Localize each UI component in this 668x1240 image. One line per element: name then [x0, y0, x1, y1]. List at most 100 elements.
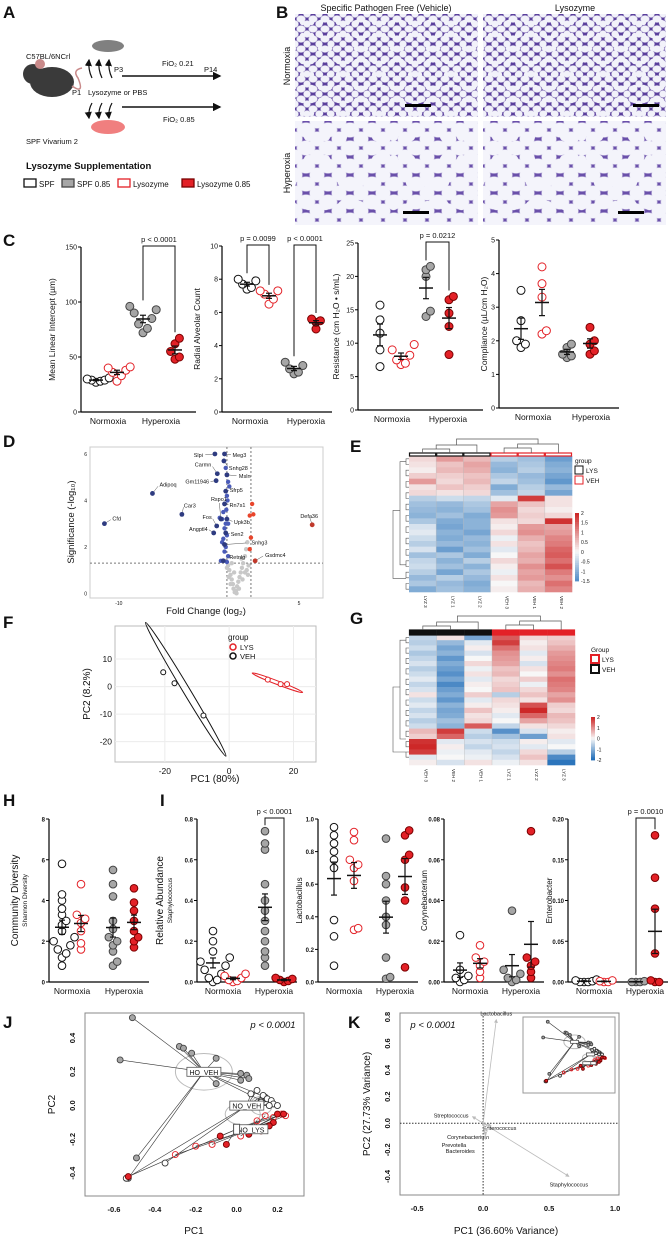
x-tick-label: 0.0 — [478, 1204, 488, 1213]
sample-point-ho_veh — [245, 1075, 253, 1083]
heatmap-cell — [409, 580, 437, 587]
veh-confidence-ellipse — [144, 621, 227, 757]
sample-point-ho_veh — [577, 1044, 581, 1049]
staphylococcus-dot-plot: 0.0 0.2 0.4 0.6 0.8 Normoxia Hyperoxia Relative… — [155, 807, 297, 996]
column-label: VEH 2 — [451, 769, 456, 783]
lactobacillus-dot-plot: 0.0 0.2 0.4 0.6 0.8 1.0 Normoxia Hyperoxia Lacto… — [295, 818, 418, 996]
column-group-bar — [547, 629, 576, 636]
sample-point-no_lys — [561, 1070, 566, 1075]
panel-label-h: H — [3, 791, 15, 810]
heatmap-cell — [436, 484, 464, 491]
y-tick-label: 0.0 — [383, 1118, 392, 1128]
color-scale-segment — [591, 742, 595, 745]
gene-label: Cfd — [112, 517, 121, 523]
centroid-spoke — [549, 1041, 575, 1075]
color-scale-segment — [575, 513, 579, 516]
heatmap-cell — [492, 744, 520, 750]
heatmap-cell — [547, 707, 576, 714]
y-tick-label: 0.8 — [383, 1012, 392, 1022]
strain-label: C57BL/6NCrl — [26, 52, 71, 61]
color-scale-label: 0 — [581, 550, 584, 556]
y-tick-label: 20 — [346, 274, 354, 281]
heatmap-cell — [409, 733, 437, 740]
gene-label: Gm11946 — [185, 480, 209, 486]
data-point — [103, 363, 113, 373]
color-scale-label: 2 — [597, 715, 600, 721]
x-tick-label: 20 — [289, 766, 299, 776]
data-point — [409, 340, 419, 350]
centroid-box — [570, 1039, 579, 1044]
y-tick-label: 0.4 — [68, 1032, 77, 1043]
gene-label: Snhg28 — [229, 466, 248, 472]
y-axis-sublabel: Shannon Diversity — [22, 873, 29, 926]
biplot: Lactobacillus Staphylococcus Streptococcus… — [362, 1012, 620, 1237]
heatmap-cell — [492, 661, 520, 667]
heatmap-cell — [463, 575, 491, 581]
centroid-box — [229, 1100, 265, 1111]
data-point — [425, 306, 435, 316]
color-scale-segment — [591, 739, 595, 742]
data-point — [329, 847, 339, 856]
heatmap-cell — [463, 552, 491, 559]
column-label: LYZ 1 — [506, 769, 511, 781]
column-dendrogram — [422, 615, 562, 630]
pup-hyperoxia-icon — [91, 120, 125, 134]
data-point — [196, 957, 205, 966]
shannon-dot-plot: 0 2 4 6 8 Normoxia Hyperoxia Community Diversit… — [10, 818, 149, 996]
data-point — [307, 314, 317, 324]
heatmap-cell — [492, 728, 520, 735]
group-lys085 — [307, 314, 325, 334]
data-point — [475, 941, 485, 950]
heatmap-cell — [436, 744, 465, 750]
data-point — [108, 892, 118, 901]
injection-arrow-down — [84, 102, 93, 120]
data-point — [650, 873, 660, 882]
centroid-spoke — [126, 1105, 247, 1179]
data-point — [76, 879, 86, 889]
data-point — [61, 949, 71, 958]
data-point — [66, 941, 75, 950]
data-point — [57, 890, 67, 899]
scale-bar — [405, 104, 431, 107]
x-axis-label: PC1 — [184, 1226, 204, 1237]
nonsig-point — [229, 577, 234, 582]
heatmap-cell — [547, 687, 576, 693]
color-scale-segment — [591, 737, 595, 739]
heatmap-cell — [436, 661, 465, 667]
data-point — [499, 965, 508, 975]
column-label: VEH 1 — [532, 596, 537, 610]
heatmap-cell — [547, 666, 576, 672]
data-point — [571, 976, 580, 985]
legend-title: Lysozyme Supplementation — [26, 161, 151, 172]
centroid-box — [233, 1123, 241, 1135]
group-spf085 — [125, 301, 161, 338]
sample-point-ho_veh — [188, 1049, 196, 1057]
heatmap-cell — [490, 501, 518, 508]
heatmap-cell — [517, 473, 546, 479]
y-tick-label: 2 — [42, 940, 46, 946]
sample-point-no_lys — [208, 1141, 216, 1148]
y-axis-label: Significance (-log₁₀) — [66, 480, 77, 563]
sample-point-no_lys — [261, 1112, 269, 1120]
y-tick-label: 10 — [103, 654, 113, 664]
group-spf085 — [379, 834, 395, 984]
lys-confidence-ellipse — [251, 672, 304, 694]
column-group-bar — [490, 452, 518, 457]
y-tick-label: 0.20 — [552, 818, 564, 824]
heatmap-cell — [490, 541, 518, 547]
data-point — [400, 963, 410, 972]
color-scale-label: -0.5 — [581, 560, 590, 566]
heatmap-cell — [492, 733, 520, 740]
data-point — [345, 855, 355, 865]
heatmap-cell — [436, 518, 464, 525]
x-tick-label: -20 — [159, 766, 172, 776]
y-tick-label: -0.2 — [68, 1133, 77, 1146]
panel-label-k: K — [348, 1013, 361, 1032]
data-point — [108, 865, 118, 875]
vivarium-label: SPF Vivarium 2 — [26, 137, 78, 146]
data-point — [512, 336, 522, 346]
heatmap-cell — [409, 655, 437, 662]
heatmap-cell — [463, 501, 491, 508]
heatmap-cell — [464, 692, 493, 698]
sample-point-ho_veh — [237, 1070, 245, 1077]
